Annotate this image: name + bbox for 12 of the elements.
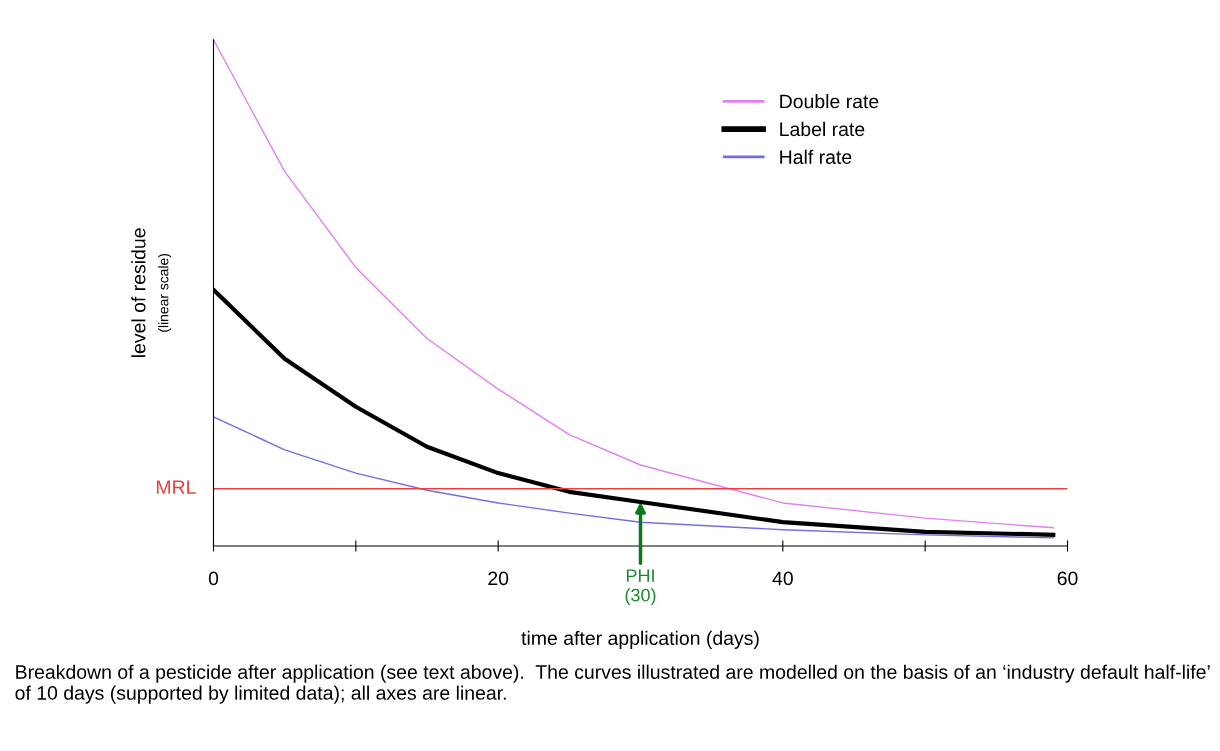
x-tick-label: 40	[772, 571, 793, 586]
text: Breakdown of a pesticide after application (see text above). The curves illustrated are modelled on the basis of an ‘industry default half-life’ of 10 days (supported by limited data); all axes are linear.	[15, 664, 1210, 704]
x-tick-label: 20	[488, 571, 509, 586]
x-axis-title: time after application (days)	[521, 630, 759, 649]
legend-label: Double rate	[780, 94, 879, 109]
ref-line-label: MRL	[156, 480, 196, 494]
y-axis-title: level of residue (linear scale)	[131, 228, 172, 357]
legend-label: Half rate	[780, 149, 852, 164]
x-tick-label: 0	[208, 571, 219, 586]
annotation: PHI (30)	[625, 569, 656, 606]
x-tick-label: 60	[1057, 571, 1078, 586]
legend-label: Label rate	[780, 121, 865, 137]
